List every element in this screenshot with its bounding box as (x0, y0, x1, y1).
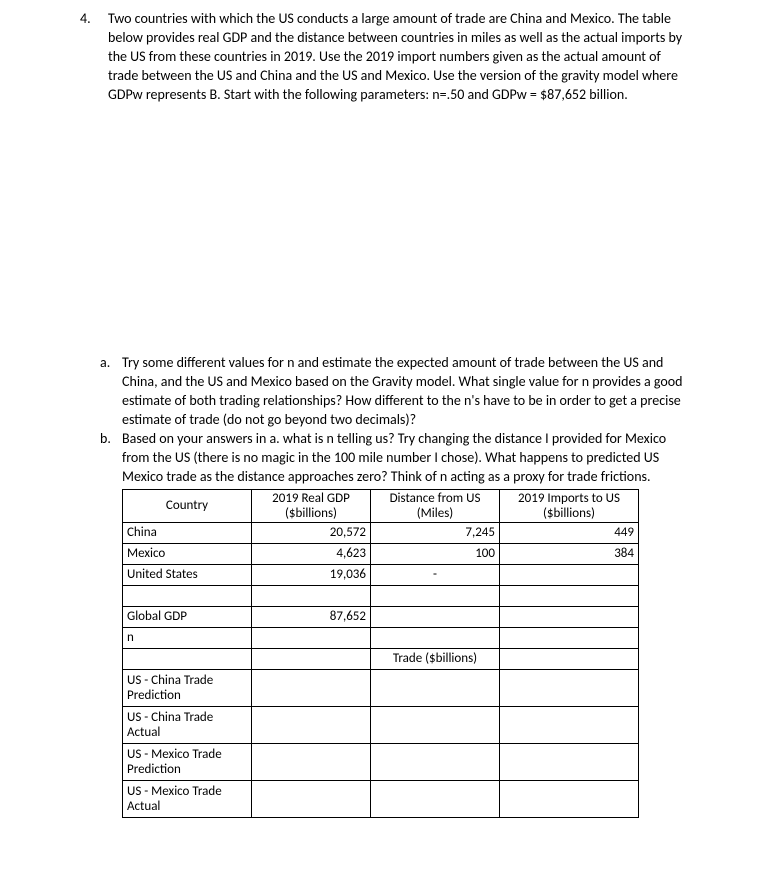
data-table: Country 2019 Real GDP ($billions) Distan… (122, 489, 639, 818)
cell-gdp: 19,036 (252, 564, 371, 585)
header-country: Country (123, 489, 252, 522)
cell-blank (123, 648, 252, 669)
cell-blank (500, 706, 639, 743)
part-a-text: Try some different values for n and esti… (122, 354, 687, 430)
cell-blank (252, 627, 371, 648)
cell-blank (252, 648, 371, 669)
cell-blank (252, 780, 371, 817)
table-row-blank (123, 585, 639, 606)
question-number: 4. (80, 10, 108, 104)
cell-blank (371, 585, 500, 606)
cell-gdp: 4,623 (252, 543, 371, 564)
cell-imp: 384 (500, 543, 639, 564)
part-a-letter: a. (100, 354, 122, 430)
cell-blank (371, 706, 500, 743)
cell-blank (500, 585, 639, 606)
cell-country: Mexico (123, 543, 252, 564)
question-4: 4. Two countries with which the US condu… (80, 10, 687, 104)
cell-blank (371, 606, 500, 627)
cell-global-label: Global GDP (123, 606, 252, 627)
part-b-text: Based on your answers in a. what is n te… (122, 430, 687, 487)
header-imports: 2019 Imports to US ($billions) (500, 489, 639, 522)
cell-trade-header: Trade ($billions) (371, 648, 500, 669)
cell-blank (500, 627, 639, 648)
table-row: United States 19,036 - (123, 564, 639, 585)
cell-label: US - Mexico Trade Actual (123, 780, 252, 817)
part-b-letter: b. (100, 430, 122, 487)
cell-country: United States (123, 564, 252, 585)
cell-blank (371, 780, 500, 817)
table-row: US - China Trade Prediction (123, 669, 639, 706)
cell-blank (500, 606, 639, 627)
cell-blank (123, 585, 252, 606)
cell-blank (371, 627, 500, 648)
cell-imp: 449 (500, 522, 639, 543)
table-row-global: Global GDP 87,652 (123, 606, 639, 627)
header-gdp: 2019 Real GDP ($billions) (252, 489, 371, 522)
cell-label: US - China Trade Prediction (123, 669, 252, 706)
cell-blank (252, 585, 371, 606)
cell-dist: 100 (371, 543, 500, 564)
cell-blank (500, 648, 639, 669)
blank-space (80, 104, 687, 354)
header-distance: Distance from US (Miles) (371, 489, 500, 522)
cell-blank (252, 669, 371, 706)
table-row-n: n (123, 627, 639, 648)
cell-imp (500, 564, 639, 585)
cell-global-value: 87,652 (252, 606, 371, 627)
question-text: Two countries with which the US conducts… (108, 10, 687, 104)
table-row-trade-header: Trade ($billions) (123, 648, 639, 669)
page: 4. Two countries with which the US condu… (0, 0, 767, 838)
cell-blank (252, 743, 371, 780)
cell-gdp: 20,572 (252, 522, 371, 543)
cell-blank (371, 743, 500, 780)
table-row: China 20,572 7,245 449 (123, 522, 639, 543)
table-row: US - Mexico Trade Prediction (123, 743, 639, 780)
cell-country: China (123, 522, 252, 543)
cell-dist: - (371, 564, 500, 585)
cell-blank (500, 743, 639, 780)
part-a: a. Try some different values for n and e… (100, 354, 687, 430)
table-row: US - China Trade Actual (123, 706, 639, 743)
cell-label: US - China Trade Actual (123, 706, 252, 743)
cell-blank (252, 706, 371, 743)
cell-n-label: n (123, 627, 252, 648)
cell-blank (500, 669, 639, 706)
cell-blank (371, 669, 500, 706)
table-header-row: Country 2019 Real GDP ($billions) Distan… (123, 489, 639, 522)
cell-blank (500, 780, 639, 817)
cell-label: US - Mexico Trade Prediction (123, 743, 252, 780)
table-row: US - Mexico Trade Actual (123, 780, 639, 817)
cell-dist: 7,245 (371, 522, 500, 543)
part-b: b. Based on your answers in a. what is n… (100, 430, 687, 487)
table-row: Mexico 4,623 100 384 (123, 543, 639, 564)
